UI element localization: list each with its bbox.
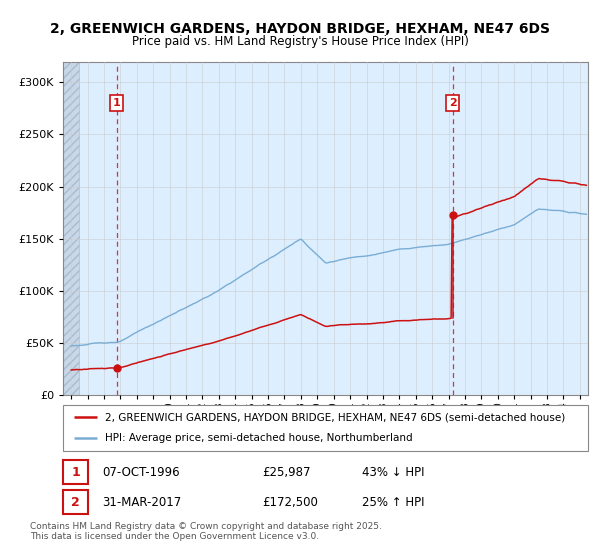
Text: Contains HM Land Registry data © Crown copyright and database right 2025.
This d: Contains HM Land Registry data © Crown c… bbox=[30, 522, 382, 542]
FancyBboxPatch shape bbox=[63, 460, 88, 484]
Text: 2: 2 bbox=[449, 98, 457, 108]
Bar bbox=[63, 62, 79, 395]
Bar bbox=[63, 62, 79, 395]
Text: 31-MAR-2017: 31-MAR-2017 bbox=[103, 496, 182, 509]
Text: £172,500: £172,500 bbox=[263, 496, 319, 509]
Text: 2, GREENWICH GARDENS, HAYDON BRIDGE, HEXHAM, NE47 6DS (semi-detached house): 2, GREENWICH GARDENS, HAYDON BRIDGE, HEX… bbox=[105, 412, 565, 422]
FancyBboxPatch shape bbox=[63, 490, 88, 515]
Text: 07-OCT-1996: 07-OCT-1996 bbox=[103, 465, 180, 479]
Text: 1: 1 bbox=[113, 98, 121, 108]
Text: Price paid vs. HM Land Registry's House Price Index (HPI): Price paid vs. HM Land Registry's House … bbox=[131, 35, 469, 48]
Text: HPI: Average price, semi-detached house, Northumberland: HPI: Average price, semi-detached house,… bbox=[105, 433, 413, 444]
Text: 43% ↓ HPI: 43% ↓ HPI bbox=[362, 465, 425, 479]
Text: 1: 1 bbox=[71, 465, 80, 479]
FancyBboxPatch shape bbox=[63, 405, 588, 451]
Text: 25% ↑ HPI: 25% ↑ HPI bbox=[362, 496, 425, 509]
Text: 2: 2 bbox=[71, 496, 80, 509]
Text: 2, GREENWICH GARDENS, HAYDON BRIDGE, HEXHAM, NE47 6DS: 2, GREENWICH GARDENS, HAYDON BRIDGE, HEX… bbox=[50, 22, 550, 36]
Text: £25,987: £25,987 bbox=[263, 465, 311, 479]
